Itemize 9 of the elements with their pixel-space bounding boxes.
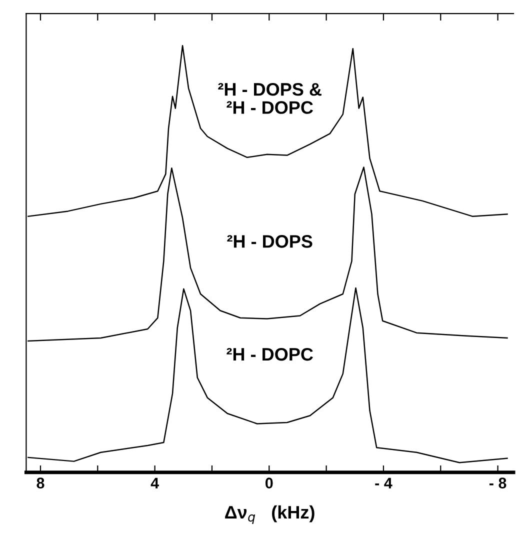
- x-tick-label: 0: [266, 478, 273, 488]
- text: Δν$_{q}$ (kHz): [225, 505, 314, 524]
- text: ²H - DOPS: [227, 235, 312, 248]
- series-label: ²H - DOPS & ²H - DOPC: [218, 83, 322, 114]
- series-label: ²H - DOPC: [226, 348, 313, 361]
- x-tick-label: - 4: [375, 478, 392, 488]
- x-tick-label: 8: [36, 478, 44, 488]
- x-tick-label: - 8: [489, 478, 506, 488]
- x-tick-label: 4: [150, 478, 159, 488]
